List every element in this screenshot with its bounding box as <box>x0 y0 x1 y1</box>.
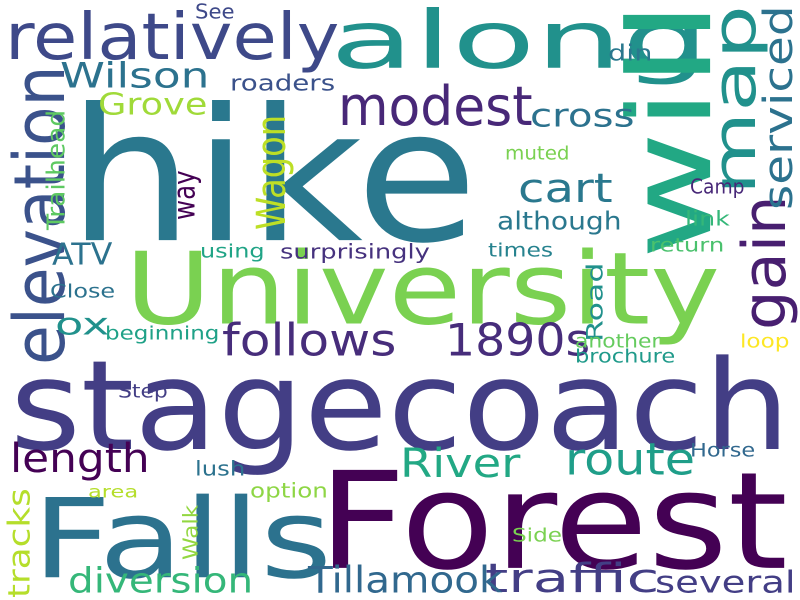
word-lush: lush <box>195 457 246 482</box>
word-step: Step <box>118 380 168 403</box>
word-tillamook: Tillamook <box>308 558 503 600</box>
word-although: although <box>497 207 622 237</box>
word-link: link <box>685 207 730 232</box>
word-1890s: 1890s <box>445 313 591 367</box>
word-roaders: roaders <box>230 70 336 97</box>
word-loop: loop <box>740 330 790 353</box>
word-camp: Camp <box>690 175 745 200</box>
word-tracks: tracks <box>2 488 38 598</box>
word-follows: follows <box>222 313 397 367</box>
word-forest: Forest <box>318 442 788 600</box>
word-stagecoach: stagecoach <box>10 333 791 479</box>
word-another: another <box>575 330 661 353</box>
word-university: University <box>125 231 720 348</box>
word-length: length <box>10 436 150 483</box>
word-grove: Grove <box>98 87 208 123</box>
word-diversion: diversion <box>68 561 254 600</box>
word-modest: modest <box>338 74 533 139</box>
word-wagon: Wagon <box>249 114 296 230</box>
word-brochure: brochure <box>575 345 676 368</box>
word-side: Side <box>512 524 563 547</box>
word-way: way <box>167 170 203 220</box>
word-cart: cart <box>518 166 613 213</box>
word-ox: ox <box>55 307 110 343</box>
word-traffic: traffic <box>485 556 660 600</box>
word-falls: Falls <box>32 476 333 600</box>
word-several: several <box>655 565 796 600</box>
word-area: area <box>88 483 139 503</box>
word-din: din <box>608 40 653 67</box>
word-surprisingly: surprisingly <box>280 240 430 265</box>
word-route: route <box>565 432 696 486</box>
word-along: along <box>330 0 710 87</box>
word-cross: cross <box>530 96 635 135</box>
word-hike: hike <box>68 69 478 285</box>
word-see: See <box>195 0 235 25</box>
word-river: River <box>400 441 521 488</box>
word-option: option <box>250 479 328 504</box>
word-walk: Walk <box>179 504 204 560</box>
word-beginning: beginning <box>105 322 220 345</box>
word-serviced: serviced <box>756 5 800 210</box>
word-wilson: Wilson <box>60 56 210 97</box>
word-relatively: relatively <box>5 0 340 75</box>
word-times: times <box>488 239 554 262</box>
word-horse: Horse <box>690 439 756 462</box>
word-return: return <box>650 234 725 257</box>
word-muted: muted <box>505 142 570 165</box>
word-trailhead: Trailhead <box>42 109 72 230</box>
word-close: Close <box>50 280 116 303</box>
word-gain: gain <box>729 195 800 330</box>
word-using: using <box>200 240 265 263</box>
word-atv: ATV <box>52 237 113 273</box>
